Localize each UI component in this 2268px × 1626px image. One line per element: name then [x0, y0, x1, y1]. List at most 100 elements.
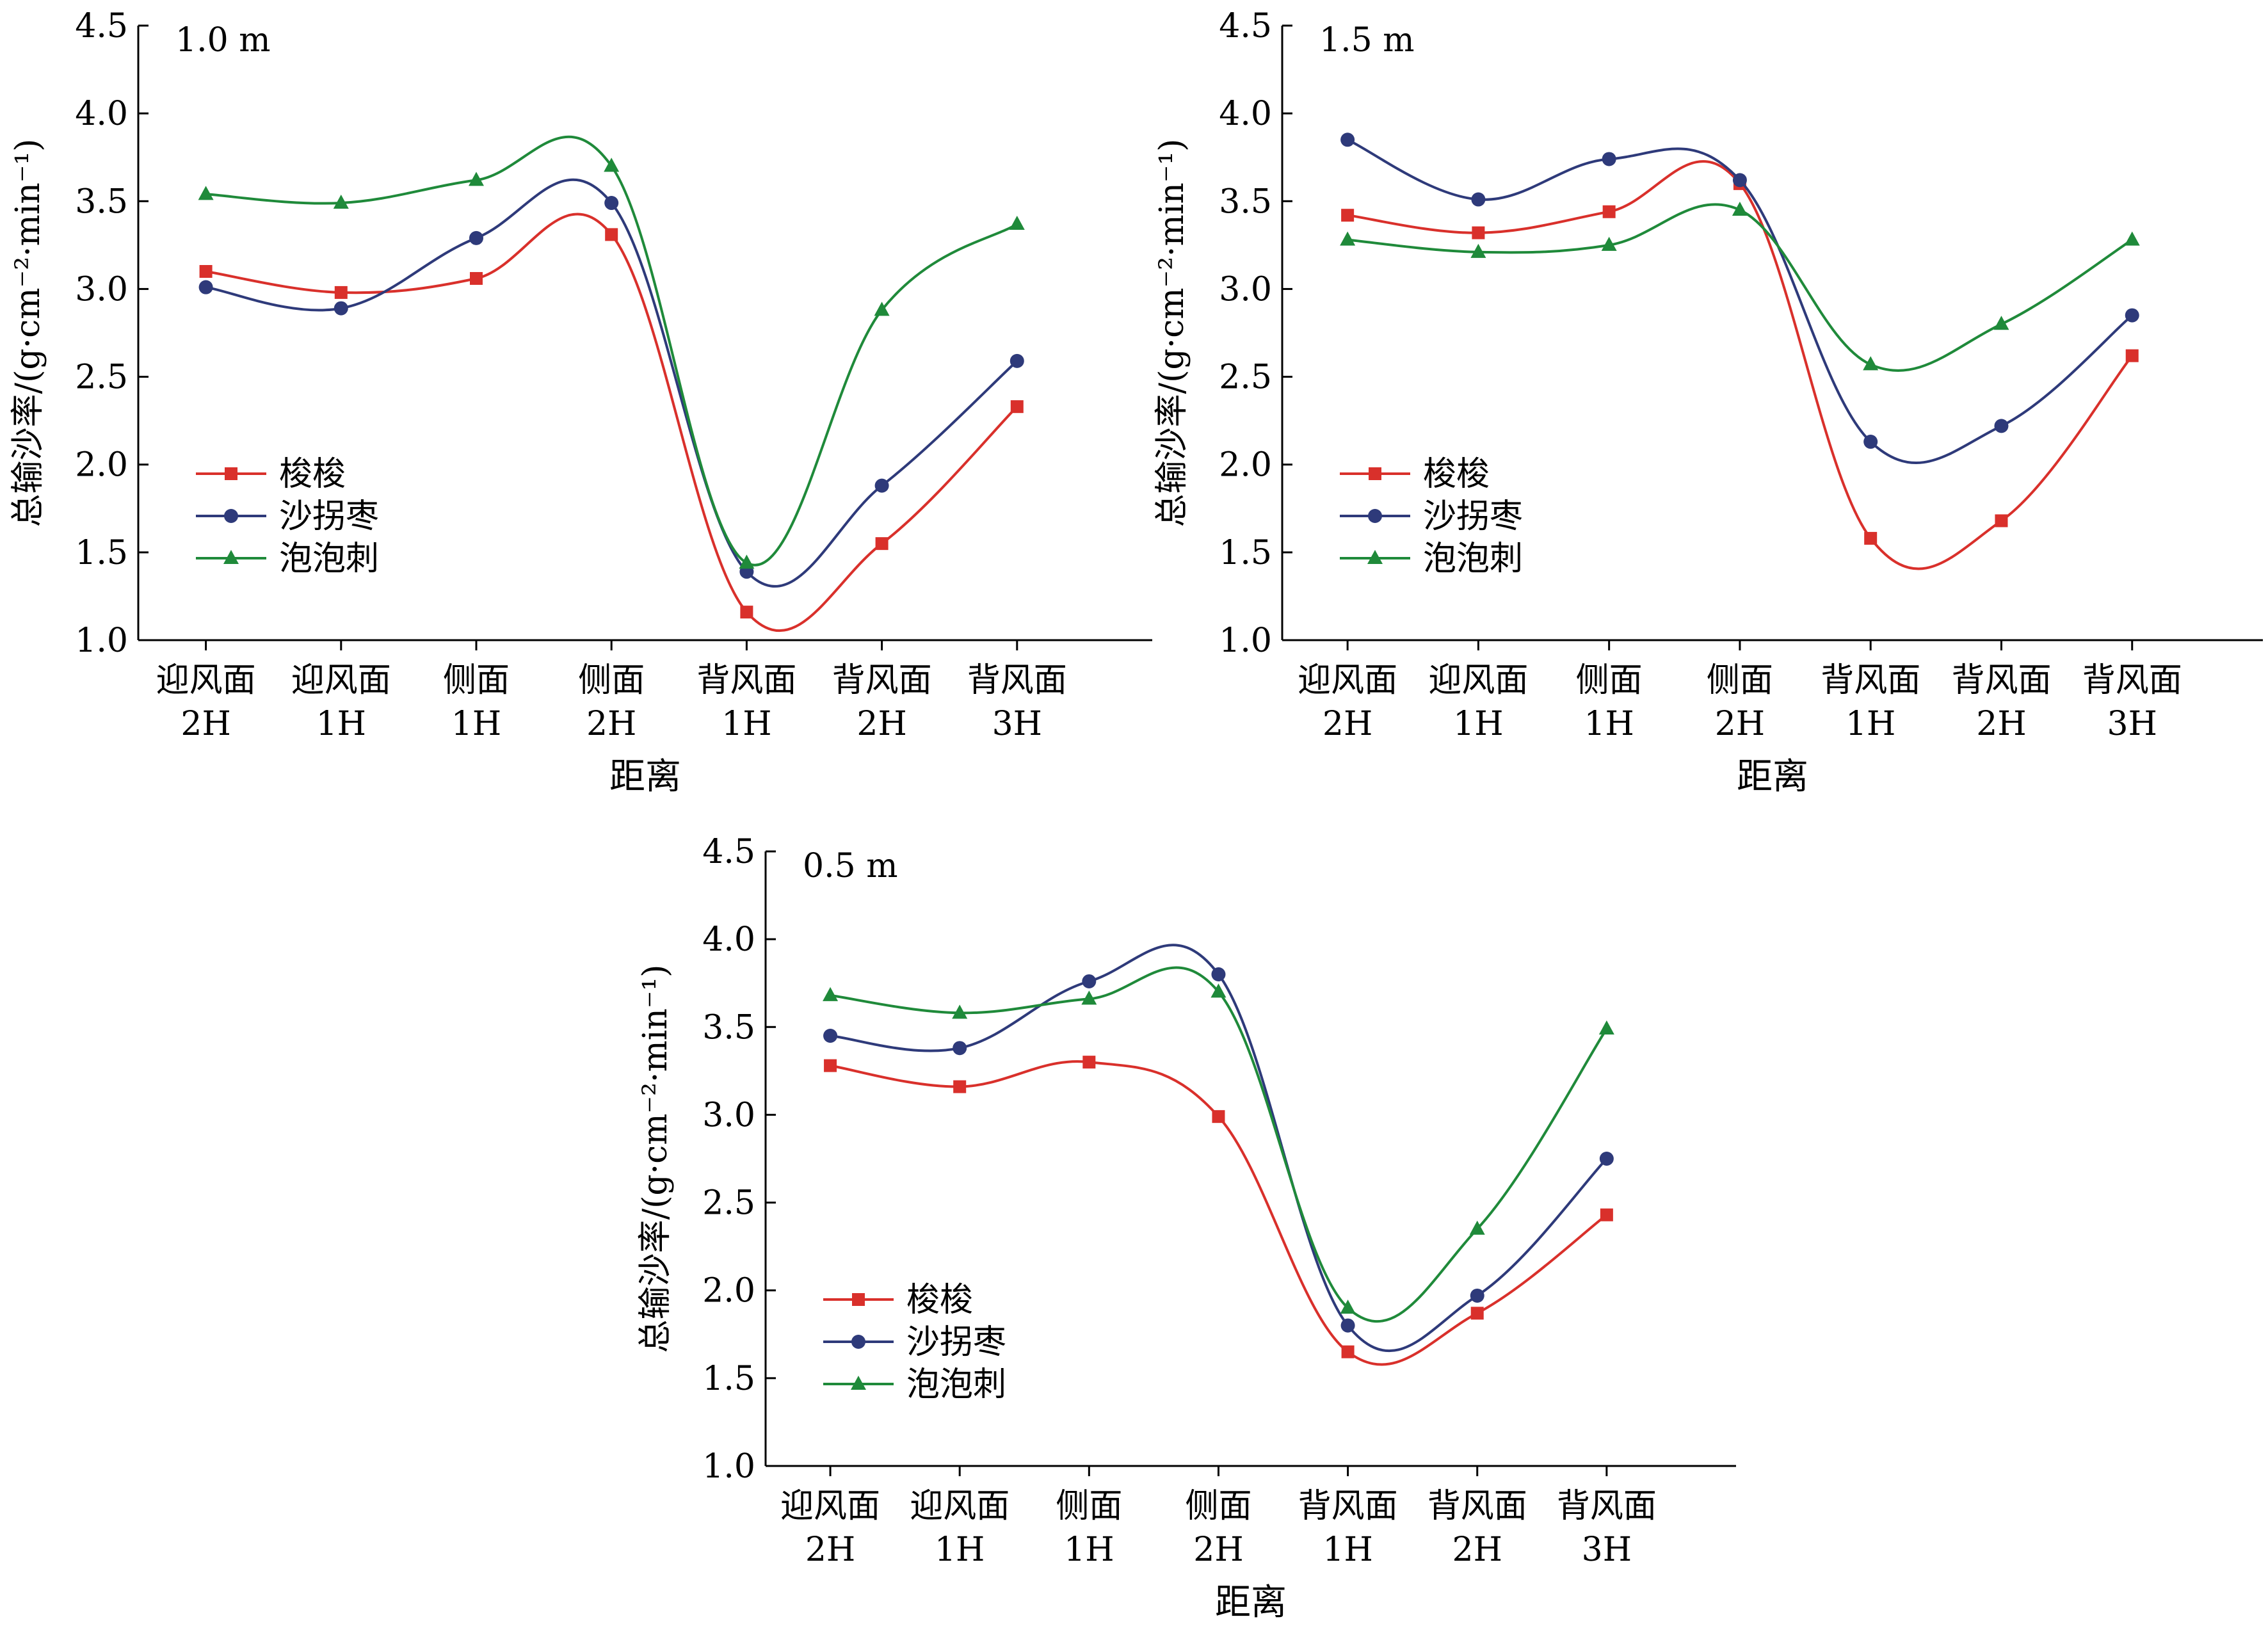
legend-marker	[1367, 550, 1383, 564]
x-tick-label: 2H	[1193, 1531, 1243, 1569]
y-tick-label: 1.0	[702, 1447, 755, 1486]
y-tick-label: 2.0	[702, 1272, 755, 1310]
x-tick-label: 侧面	[578, 661, 645, 700]
y-tick-label: 1.0	[75, 622, 128, 660]
x-tick-label: 1H	[721, 705, 771, 743]
x-tick-label: 1H	[1846, 705, 1895, 743]
panel-label: 1.0 m	[175, 21, 271, 60]
y-tick-label: 4.0	[1219, 95, 1272, 133]
y-axis-title: 总输沙率/(g·cm⁻²·min⁻¹)	[9, 139, 47, 527]
x-tick-label: 2H	[805, 1531, 855, 1569]
x-tick-label: 2H	[181, 705, 230, 743]
y-tick-label: 2.5	[1219, 358, 1272, 397]
data-point	[1599, 1152, 1614, 1166]
y-tick-label: 2.5	[75, 358, 128, 397]
data-point	[604, 196, 619, 211]
chart-panel-0: 1.0 1.5 2.0 2.5 3.0 3.5 4.0 4.5 迎风面 2H 迎风面 1H 侧面 1H 侧面…	[9, 7, 1152, 798]
x-tick-label: 2H	[586, 705, 636, 743]
data-point	[470, 271, 483, 285]
data-point	[1470, 1288, 1484, 1303]
x-tick-label: 2H	[1976, 705, 2026, 743]
x-tick-label: 2H	[857, 705, 906, 743]
data-point	[1469, 1220, 1485, 1235]
x-tick-label: 背风面	[967, 661, 1067, 700]
panel-label: 0.5 m	[803, 847, 898, 885]
data-point	[1340, 231, 1356, 246]
data-point	[1732, 173, 1747, 188]
data-point	[2125, 308, 2139, 323]
data-point	[1212, 1110, 1225, 1123]
series-line-2	[205, 135, 1018, 567]
legend-label: 梭梭	[1423, 455, 1490, 494]
legend-label: 泡泡刺	[906, 1365, 1006, 1404]
data-point	[1732, 202, 1748, 216]
data-point	[2125, 349, 2139, 362]
x-tick-label: 3H	[992, 705, 1042, 743]
y-tick-label: 3.5	[702, 1008, 755, 1047]
series-line-2	[1347, 203, 2133, 372]
x-tick-label: 背风面	[1428, 1487, 1527, 1525]
data-point	[874, 478, 889, 493]
legend-marker	[1369, 467, 1381, 480]
x-axis-title: 距离	[609, 756, 681, 798]
data-point	[333, 195, 349, 209]
legend-label: 泡泡刺	[1423, 540, 1523, 578]
data-point	[1470, 243, 1486, 258]
x-tick-label: 背风面	[1821, 661, 1920, 700]
data-point	[198, 280, 213, 294]
data-point	[1211, 967, 1226, 981]
legend-marker	[223, 550, 239, 564]
data-point	[1600, 1208, 1613, 1221]
y-tick-label: 2.0	[75, 446, 128, 485]
data-point	[823, 986, 839, 1001]
x-tick-label: 迎风面	[1298, 661, 1397, 700]
chart-panel-1: 1.0 1.5 2.0 2.5 3.0 3.5 4.0 4.5 迎风面 2H 迎风面 1H 侧面 1H 侧面…	[1153, 7, 2263, 798]
data-point	[1082, 974, 1097, 988]
data-point	[334, 301, 348, 316]
y-tick-label: 4.5	[1219, 7, 1272, 45]
data-point	[1993, 316, 2009, 330]
legend-label: 梭梭	[906, 1281, 973, 1319]
x-tick-label: 1H	[316, 705, 366, 743]
legend-marker	[852, 1293, 865, 1306]
x-tick-label: 侧面	[1576, 661, 1643, 700]
x-tick-label: 2H	[1323, 705, 1372, 743]
x-tick-label: 3H	[2107, 705, 2157, 743]
data-point	[1340, 133, 1355, 147]
data-point	[469, 172, 484, 186]
series-line-2	[830, 966, 1608, 1323]
x-tick-label: 侧面	[1056, 1487, 1122, 1525]
y-tick-label: 4.5	[702, 833, 755, 871]
data-point	[875, 537, 889, 551]
legend-label: 沙拐枣	[906, 1323, 1006, 1362]
data-point	[199, 265, 213, 278]
x-tick-label: 侧面	[443, 661, 510, 700]
x-tick-label: 背风面	[696, 661, 796, 700]
data-point	[953, 1080, 967, 1093]
data-point	[953, 1041, 967, 1056]
legend-marker	[851, 1335, 865, 1349]
y-tick-label: 1.5	[1219, 534, 1272, 572]
panel-label: 1.5 m	[1319, 21, 1415, 60]
legend-label: 沙拐枣	[279, 497, 379, 536]
data-point	[1341, 209, 1355, 222]
data-point	[1601, 236, 1617, 251]
x-axis-title: 距离	[1737, 756, 1808, 798]
data-point	[1863, 435, 1878, 449]
y-tick-label: 1.5	[75, 534, 128, 572]
data-point	[1009, 353, 1024, 368]
data-point	[1602, 205, 1616, 218]
legend-marker	[225, 467, 237, 480]
y-tick-label: 1.5	[702, 1360, 755, 1398]
legend-label: 梭梭	[279, 455, 346, 494]
data-point	[1471, 192, 1486, 207]
data-point	[1340, 1318, 1355, 1333]
x-tick-label: 背风面	[2082, 661, 2182, 700]
x-tick-label: 背风面	[832, 661, 932, 700]
data-point	[1994, 419, 2009, 433]
y-axis-title: 总输沙率/(g·cm⁻²·min⁻¹)	[1153, 139, 1191, 527]
data-point	[2124, 231, 2140, 246]
data-point	[1598, 1020, 1614, 1035]
x-tick-label: 迎风面	[780, 1487, 880, 1525]
